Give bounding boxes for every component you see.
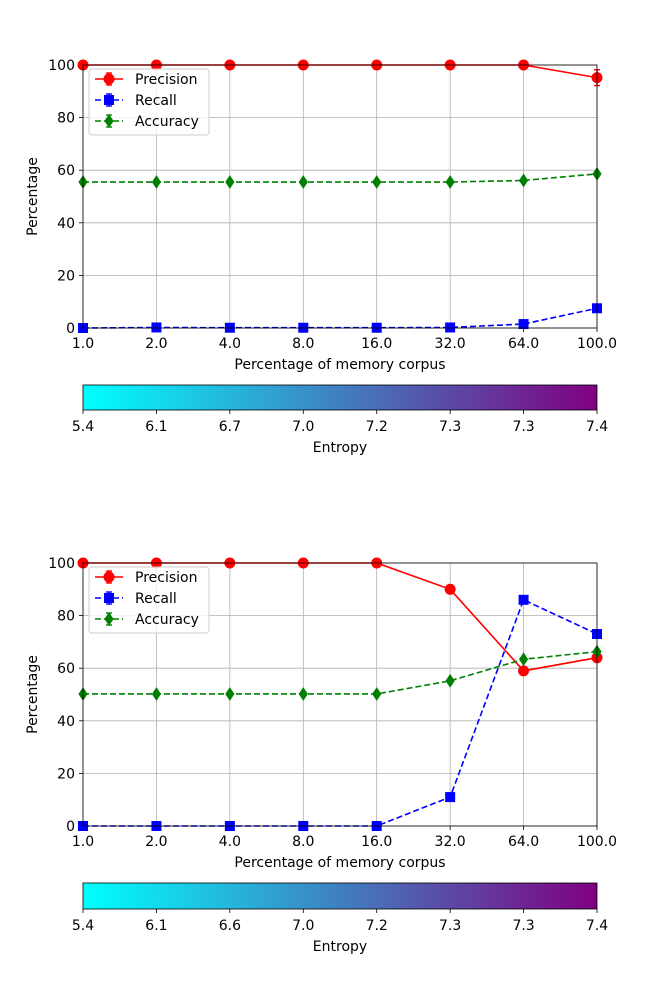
- x-axis-label: Percentage of memory corpus: [234, 357, 445, 373]
- y-tick-label: 80: [57, 609, 75, 625]
- x-tick-label: 2.0: [145, 336, 167, 352]
- colorbar: [82, 384, 598, 411]
- legend-marker-accuracy: [104, 114, 114, 128]
- y-tick-label: 80: [57, 111, 75, 127]
- chart-top: 1.0 2.0 4.0 8.0 16.0 32.0 64.0 100.0 0 20 40 60 80 10…: [25, 58, 617, 456]
- x-tick-label: 8.0: [292, 336, 314, 352]
- colorbar-tick-label: 7.3: [512, 419, 534, 435]
- colorbar-tick-label: 7.4: [586, 918, 608, 934]
- point-accuracy: [372, 175, 382, 189]
- legend-marker-recall: [104, 95, 114, 105]
- legend-box: [88, 566, 210, 634]
- legend-marker-precision: [103, 73, 115, 85]
- legend-marker-recall: [104, 593, 114, 603]
- colorbar-tick-label: 5.4: [72, 419, 94, 435]
- colorbar-label: Entropy: [313, 939, 367, 955]
- y-tick-label: 40: [57, 216, 75, 232]
- legend-label-precision: Precision: [135, 570, 197, 586]
- y-tick-label: 20: [57, 766, 75, 782]
- x-tick-label: 64.0: [508, 834, 539, 850]
- x-axis-label: Percentage of memory corpus: [234, 855, 445, 871]
- legend: Precision Recall Accuracy: [88, 68, 210, 136]
- series-line-accuracy: [83, 650, 598, 695]
- colorbar-tick-label: 7.3: [439, 419, 461, 435]
- y-tick-label: 60: [57, 163, 75, 179]
- y-tick-label: 20: [57, 268, 75, 284]
- x-tick-label: 16.0: [361, 834, 392, 850]
- plot-frame: [82, 64, 598, 329]
- chart-bottom: 1.0 2.0 4.0 8.0 16.0 32.0 64.0 100.0 0 20 40 60 80 10…: [25, 556, 617, 955]
- x-tick-label: 16.0: [361, 336, 392, 352]
- colorbar-tick-label: 5.4: [72, 918, 94, 934]
- point-accuracy: [151, 175, 162, 189]
- colorbar-tick-label: 7.2: [366, 918, 388, 934]
- point-recall: [445, 322, 456, 333]
- point-accuracy: [298, 687, 308, 701]
- colorbar-label: Entropy: [313, 440, 367, 456]
- point-accuracy: [518, 173, 529, 188]
- point-recall: [445, 792, 456, 803]
- point-accuracy: [225, 687, 235, 701]
- x-tick-label: 1.0: [72, 834, 94, 850]
- colorbar-tick-label: 6.6: [219, 918, 241, 934]
- colorbar-tick-label: 7.0: [292, 918, 314, 934]
- y-axis-label: Percentage: [25, 157, 41, 236]
- x-tick-label: 4.0: [219, 336, 241, 352]
- colorbar-tick-label: 7.3: [512, 918, 534, 934]
- point-precision: [444, 583, 456, 595]
- point-accuracy: [151, 687, 162, 701]
- y-axis-label: Percentage: [25, 655, 41, 734]
- point-accuracy: [445, 175, 455, 189]
- point-accuracy: [372, 687, 382, 701]
- legend-label-precision: Precision: [135, 72, 197, 88]
- y-tick-label: 0: [66, 819, 75, 835]
- series-line-accuracy: [83, 173, 598, 183]
- x-tick-label: 1.0: [72, 336, 94, 352]
- point-accuracy: [518, 652, 529, 667]
- point-recall: [518, 319, 529, 330]
- y-tick-label: 0: [66, 321, 75, 337]
- x-tick-label: 8.0: [292, 834, 314, 850]
- x-tick-label: 32.0: [435, 336, 466, 352]
- legend: Precision Recall Accuracy: [88, 566, 210, 634]
- x-tick-label: 2.0: [145, 834, 167, 850]
- legend-label-accuracy: Accuracy: [135, 612, 199, 628]
- point-accuracy: [225, 175, 235, 189]
- legend-box: [88, 68, 210, 136]
- point-accuracy: [298, 175, 308, 189]
- colorbar-tick-label: 7.2: [366, 419, 388, 435]
- point-recall: [518, 594, 529, 605]
- series-line-recall: [83, 598, 598, 827]
- legend-label-recall: Recall: [135, 93, 177, 109]
- colorbar-tick-label: 6.7: [219, 419, 241, 435]
- x-tick-label: 100.0: [577, 336, 617, 352]
- colorbar-tick-label: 7.4: [586, 419, 608, 435]
- y-tick-label: 60: [57, 661, 75, 677]
- y-tick-label: 40: [57, 714, 75, 730]
- colorbar-tick-label: 7.3: [439, 918, 461, 934]
- x-tick-label: 4.0: [219, 834, 241, 850]
- colorbar-tick-label: 6.1: [145, 419, 167, 435]
- legend-marker-precision: [103, 571, 115, 583]
- y-tick-label: 100: [48, 556, 75, 572]
- legend-label-recall: Recall: [135, 591, 177, 607]
- x-tick-label: 64.0: [508, 336, 539, 352]
- colorbar-tick-label: 6.1: [145, 918, 167, 934]
- y-tick-label: 100: [48, 58, 75, 74]
- point-recall: [151, 322, 162, 333]
- colorbar: [82, 882, 598, 910]
- legend-marker-accuracy: [104, 612, 114, 626]
- plot-frame: [82, 562, 598, 827]
- point-precision: [518, 665, 530, 677]
- x-tick-label: 100.0: [577, 834, 617, 850]
- point-accuracy: [445, 673, 455, 688]
- x-tick-label: 32.0: [435, 834, 466, 850]
- colorbar-tick-label: 7.0: [292, 419, 314, 435]
- legend-label-accuracy: Accuracy: [135, 114, 199, 130]
